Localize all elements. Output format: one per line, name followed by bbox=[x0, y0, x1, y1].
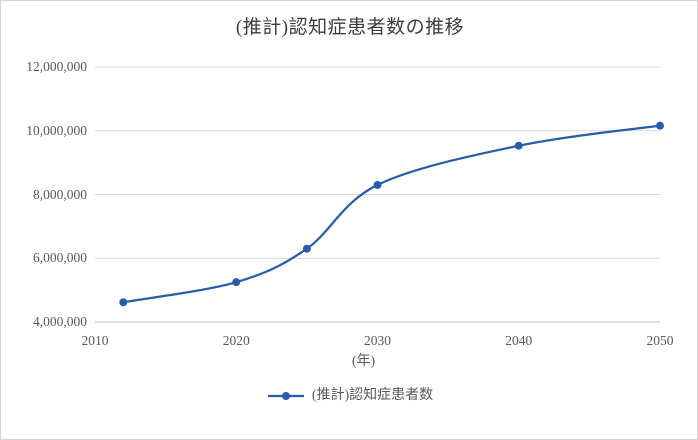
x-tick-label: 2050 bbox=[646, 333, 674, 348]
series-line bbox=[122, 124, 662, 304]
legend-series-label: (推計)認知症患者数 bbox=[311, 388, 434, 403]
chart-title: (推計)認知症患者数の推移 bbox=[235, 17, 465, 38]
data-point-marker bbox=[232, 278, 241, 287]
x-tick-label: 2020 bbox=[222, 333, 250, 348]
y-tick-label: 8,000,000 bbox=[33, 186, 87, 202]
y-tick-label: 10,000,000 bbox=[26, 122, 87, 138]
x-tick-label: 2030 bbox=[364, 333, 391, 348]
data-point-marker bbox=[514, 141, 523, 150]
y-tick-label: 4,000,000 bbox=[33, 314, 87, 329]
y-tick-label: 6,000,000 bbox=[33, 250, 87, 266]
legend-line-marker-icon bbox=[267, 391, 304, 400]
legend: (推計)認知症患者数 bbox=[1, 387, 697, 404]
data-point-marker bbox=[373, 180, 382, 189]
x-axis-title: (年) bbox=[351, 354, 376, 369]
x-tick-label: 2040 bbox=[505, 333, 533, 348]
y-tick-label: 12,000,000 bbox=[26, 59, 87, 74]
data-point-marker bbox=[656, 121, 664, 130]
x-tick-label: 2010 bbox=[81, 333, 109, 348]
data-point-marker bbox=[302, 244, 311, 253]
legend-marker-dot bbox=[281, 391, 290, 400]
data-point-marker bbox=[119, 298, 128, 307]
